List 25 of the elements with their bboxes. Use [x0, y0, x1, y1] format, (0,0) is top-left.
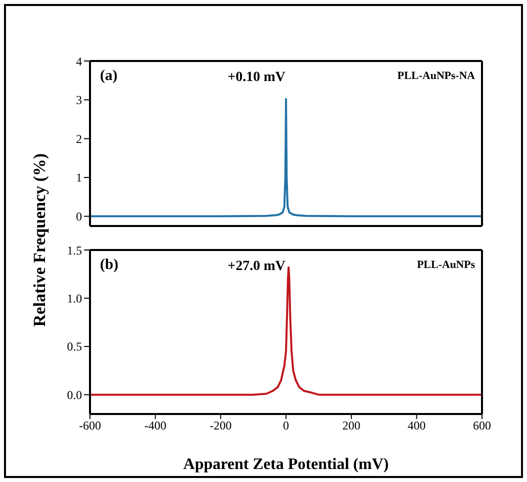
x-tick-label: 0: [283, 418, 289, 433]
annotation: +0.10 mV: [226, 70, 286, 86]
y-tick-label: 0.0: [67, 388, 82, 402]
x-tick-label: -600: [79, 418, 101, 433]
y-tick-label: 1.0: [67, 291, 82, 306]
x-axis-title: Apparent Zeta Potential (mV): [182, 456, 390, 474]
y-tick-label: 1.5: [67, 243, 82, 258]
x-tick-label: 400: [408, 418, 426, 433]
x-tick-label: 600: [473, 418, 491, 433]
annotation: (b): [100, 257, 118, 274]
y-axis-title: Relative Frequency (%): [30, 152, 50, 329]
annotation: +27.0 mV: [226, 259, 286, 275]
y-tick-label: 2: [76, 132, 82, 146]
y-tick-label: 4: [76, 54, 82, 68]
y-tick-label: 3: [76, 93, 82, 108]
x-tick-label: 200: [342, 418, 360, 433]
line-series: [90, 98, 482, 218]
y-tick-label: 0: [76, 210, 82, 224]
annotation: PLL-AuNPs-NA: [396, 70, 475, 82]
y-tick-label: 1: [76, 170, 82, 185]
y-tick-label: 0.5: [67, 340, 82, 354]
annotation: PLL-AuNPs: [416, 259, 475, 271]
x-tick-label: -400: [144, 418, 166, 433]
x-tick-label: -200: [210, 418, 232, 433]
annotation: (a): [100, 68, 118, 85]
